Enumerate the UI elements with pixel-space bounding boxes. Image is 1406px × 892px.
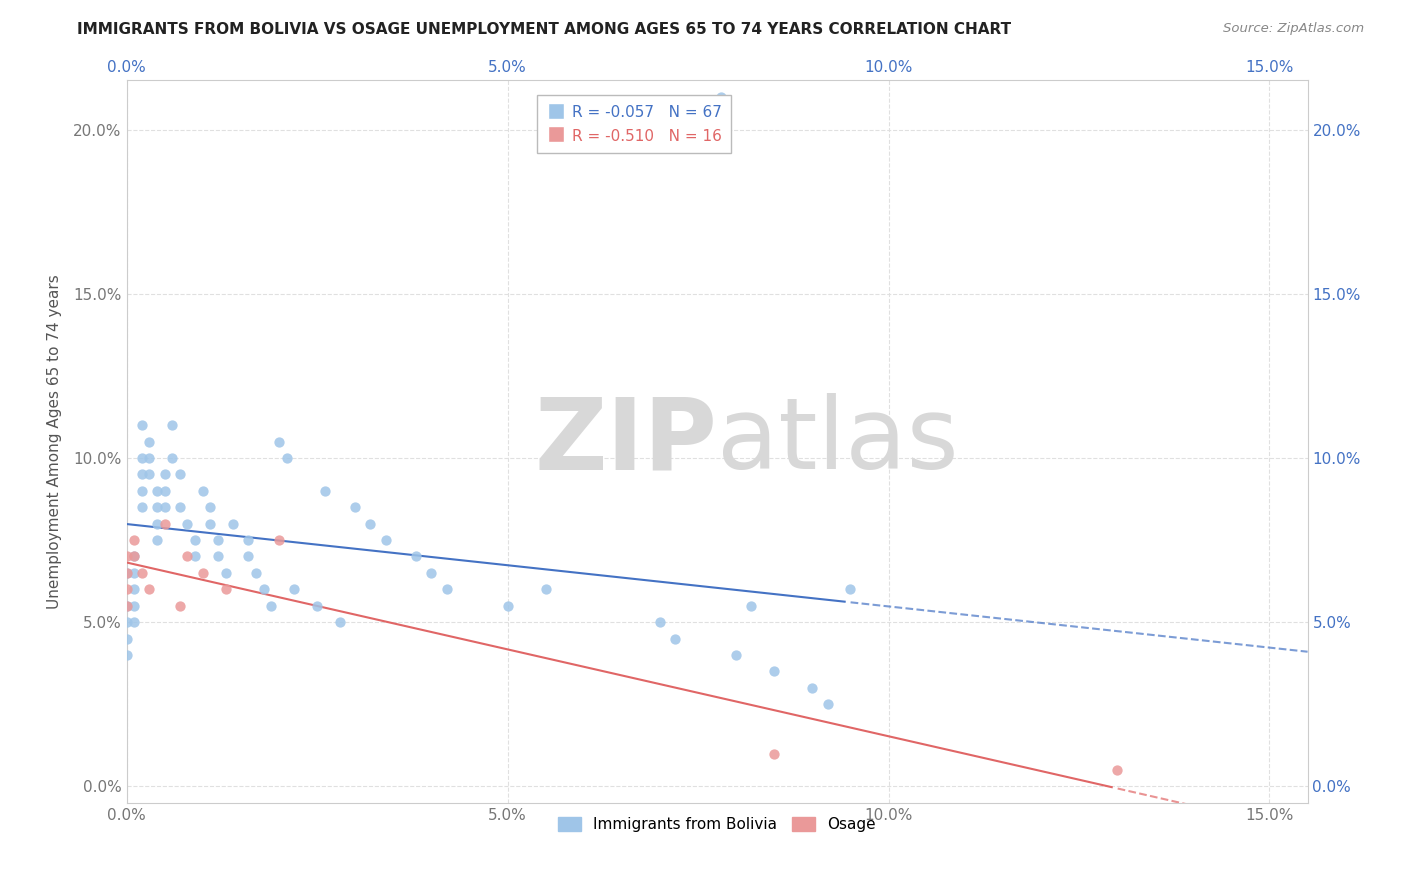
Point <box>146 500 169 515</box>
Legend: Immigrants from Bolivia, Osage: Immigrants from Bolivia, Osage <box>553 811 882 838</box>
Point <box>153 467 176 482</box>
Point <box>169 467 191 482</box>
Point <box>191 566 214 580</box>
Point <box>169 500 191 515</box>
Point <box>839 582 862 597</box>
Point <box>115 549 138 564</box>
Point <box>146 516 169 531</box>
Point <box>305 599 328 613</box>
Point <box>122 549 145 564</box>
Point <box>374 533 396 547</box>
Point <box>359 516 381 531</box>
Point <box>146 533 169 547</box>
Point <box>153 516 176 531</box>
Y-axis label: Unemployment Among Ages 65 to 74 years: Unemployment Among Ages 65 to 74 years <box>48 274 62 609</box>
Point <box>664 632 686 646</box>
Point <box>115 615 138 630</box>
Point <box>214 582 236 597</box>
Text: atlas: atlas <box>717 393 959 490</box>
Point <box>176 516 198 531</box>
Point <box>115 582 138 597</box>
Point <box>1107 763 1129 777</box>
Point <box>725 648 748 662</box>
Point <box>122 615 145 630</box>
Point <box>238 533 260 547</box>
Point <box>405 549 427 564</box>
Point <box>276 450 298 465</box>
Point <box>146 483 169 498</box>
Point <box>162 418 184 433</box>
Point <box>329 615 352 630</box>
Point <box>260 599 283 613</box>
Point <box>131 483 153 498</box>
Point <box>817 698 839 712</box>
Point <box>496 599 519 613</box>
Point <box>763 665 786 679</box>
Text: ZIP: ZIP <box>534 393 717 490</box>
Text: IMMIGRANTS FROM BOLIVIA VS OSAGE UNEMPLOYMENT AMONG AGES 65 TO 74 YEARS CORRELAT: IMMIGRANTS FROM BOLIVIA VS OSAGE UNEMPLO… <box>77 22 1011 37</box>
Point <box>200 516 222 531</box>
Point <box>191 483 214 498</box>
Point <box>534 582 557 597</box>
Point <box>436 582 458 597</box>
Point <box>710 89 733 103</box>
Point <box>131 467 153 482</box>
Point <box>344 500 367 515</box>
Point <box>238 549 260 564</box>
Point <box>314 483 336 498</box>
Point <box>122 533 145 547</box>
Point <box>169 599 191 613</box>
Point <box>200 500 222 515</box>
Point <box>115 599 138 613</box>
Point <box>115 632 138 646</box>
Point <box>763 747 786 761</box>
Point <box>122 599 145 613</box>
Point <box>283 582 305 597</box>
Point <box>138 434 160 449</box>
Point <box>131 418 153 433</box>
Point <box>138 467 160 482</box>
Point <box>214 566 236 580</box>
Point <box>153 483 176 498</box>
Point <box>131 450 153 465</box>
Point <box>115 648 138 662</box>
Point <box>162 450 184 465</box>
Point <box>184 533 207 547</box>
Text: Source: ZipAtlas.com: Source: ZipAtlas.com <box>1223 22 1364 36</box>
Point <box>222 516 245 531</box>
Point <box>207 533 229 547</box>
Point <box>138 582 160 597</box>
Point <box>176 549 198 564</box>
Point <box>115 566 138 580</box>
Point <box>801 681 824 695</box>
Point <box>122 549 145 564</box>
Point <box>267 434 290 449</box>
Point <box>138 450 160 465</box>
Point <box>740 599 762 613</box>
Point <box>131 566 153 580</box>
Point <box>122 582 145 597</box>
Point <box>122 566 145 580</box>
Point <box>131 500 153 515</box>
Point <box>184 549 207 564</box>
Point <box>115 599 138 613</box>
Point <box>115 566 138 580</box>
Point <box>253 582 276 597</box>
Point <box>267 533 290 547</box>
Point <box>648 615 671 630</box>
Point <box>420 566 443 580</box>
Point <box>207 549 229 564</box>
Point <box>153 500 176 515</box>
Point <box>245 566 267 580</box>
